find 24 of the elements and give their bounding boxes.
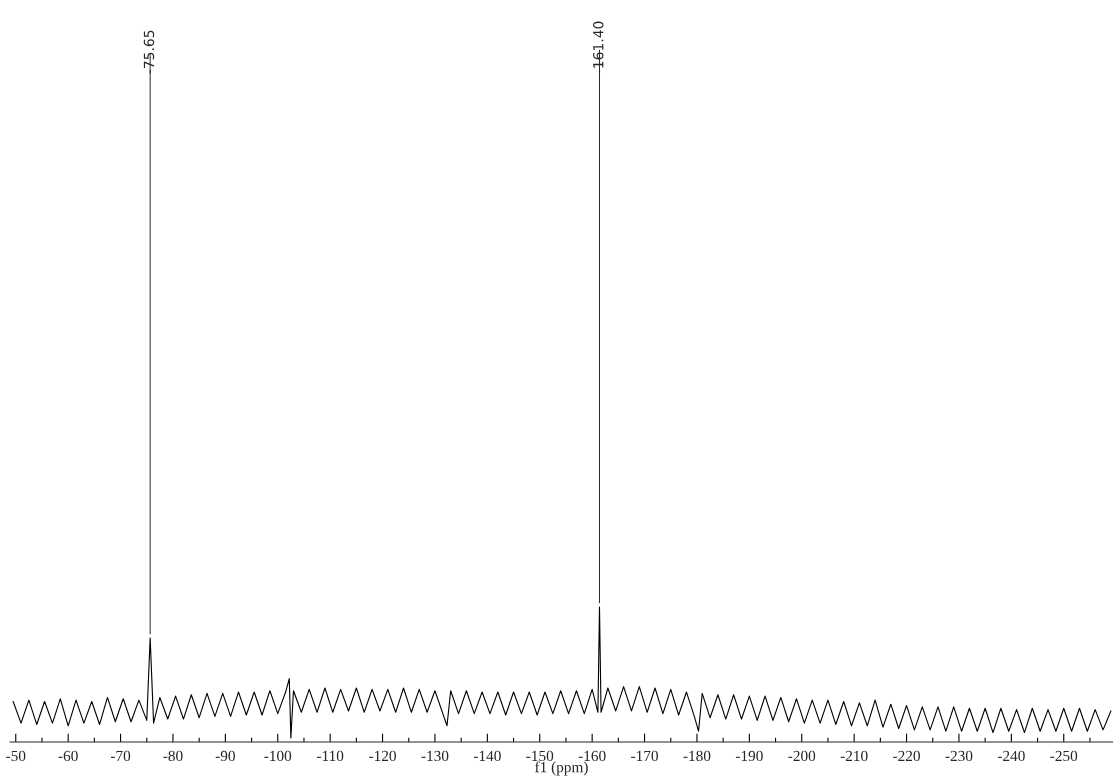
x-tick-label: -200 xyxy=(788,750,816,762)
x-axis-title: f1 (ppm) xyxy=(535,761,588,776)
x-tick-label: -70 xyxy=(110,750,131,762)
x-tick-label: -90 xyxy=(215,750,235,762)
x-tick-label: -220 xyxy=(893,750,920,762)
x-tick-label: -210 xyxy=(840,750,868,762)
annotation: -75.65 xyxy=(143,30,155,74)
x-tick-label: -240 xyxy=(997,750,1025,762)
x-tick-label: -80 xyxy=(163,750,183,762)
annotation: -161.40 xyxy=(593,21,604,74)
x-tick-label: -120 xyxy=(369,750,396,762)
x-tick-label: -60 xyxy=(58,750,78,762)
x-tick-label: -230 xyxy=(945,750,973,762)
x-tick-label: -130 xyxy=(421,750,449,762)
x-tick-label: -170 xyxy=(631,750,658,762)
x-tick-label: -100 xyxy=(264,750,292,762)
x-tick-label: -110 xyxy=(317,750,344,762)
x-tick-label: -140 xyxy=(473,750,501,762)
x-tick-label: -250 xyxy=(1050,750,1078,762)
x-tick-label: -190 xyxy=(735,750,763,762)
x-tick-label: -160 xyxy=(578,750,606,762)
x-tick-label: -50 xyxy=(6,750,26,762)
x-tick-label: -180 xyxy=(683,750,711,762)
x-tick-label: -150 xyxy=(526,750,554,762)
